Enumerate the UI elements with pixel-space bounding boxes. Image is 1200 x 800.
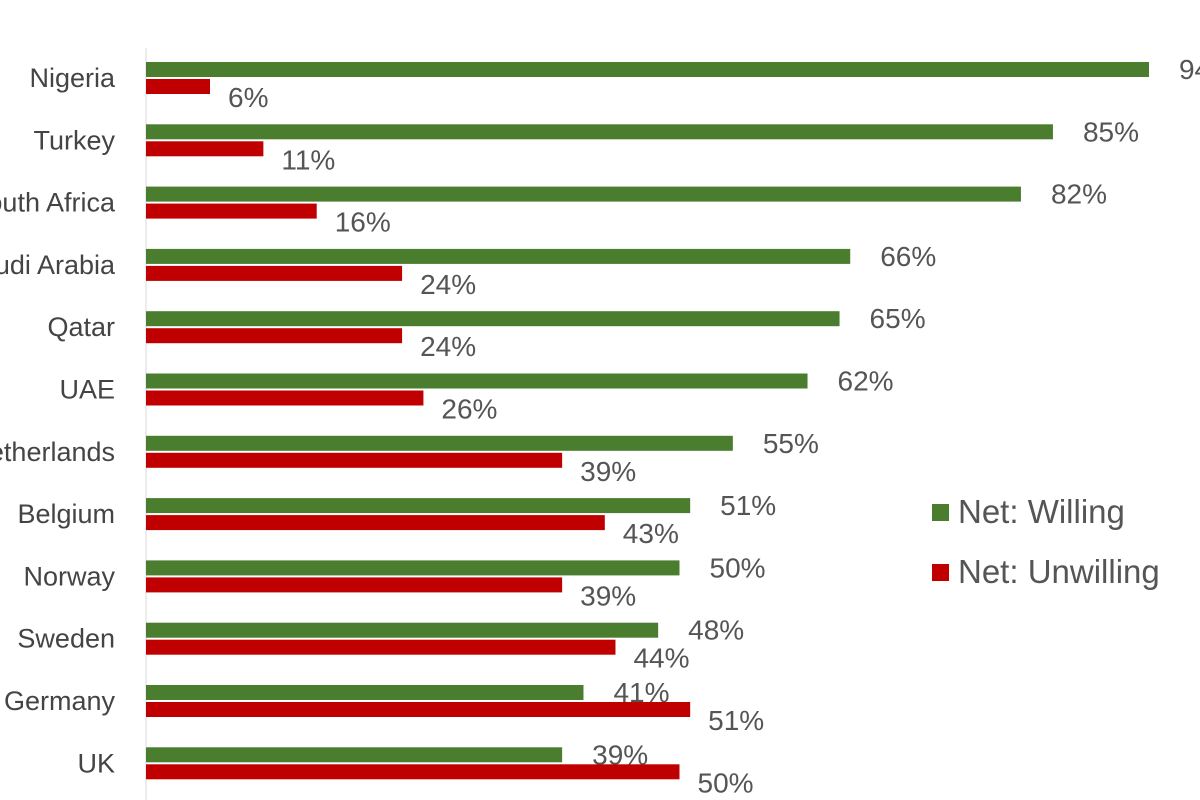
bar-unwilling <box>146 702 691 717</box>
bar-unwilling <box>146 452 563 468</box>
category-label: Qatar <box>47 312 115 342</box>
bar-willing <box>146 498 691 514</box>
bar-unwilling <box>146 141 264 157</box>
data-label-unwilling: 26% <box>441 394 497 425</box>
bar-willing <box>146 373 808 389</box>
bar-unwilling <box>146 390 424 406</box>
data-label-unwilling: 11% <box>281 144 335 175</box>
category-label: Norway <box>23 561 115 591</box>
legend-label: Net: Willing <box>958 493 1125 530</box>
bar-unwilling <box>146 203 317 219</box>
bar-unwilling <box>146 764 680 780</box>
data-label-willing: 65% <box>870 303 926 334</box>
bar-unwilling <box>146 639 616 655</box>
category-label: UAE <box>59 375 115 405</box>
bar-willing <box>146 124 1053 140</box>
data-label-willing: 85% <box>1083 116 1139 147</box>
data-label-unwilling: 6% <box>228 82 268 113</box>
data-label-unwilling: 24% <box>420 331 476 362</box>
bar-willing <box>146 747 563 763</box>
data-label-willing: 50% <box>710 552 766 583</box>
category-label: Belgium <box>17 499 115 529</box>
data-label-willing: 48% <box>688 615 744 646</box>
legend-swatch <box>932 564 949 581</box>
data-label-unwilling: 39% <box>580 580 636 611</box>
bar-willing <box>146 622 659 638</box>
bar-willing <box>146 560 680 576</box>
bar-willing <box>146 186 1021 202</box>
data-label-unwilling: 50% <box>698 767 754 798</box>
category-label: UK <box>77 748 115 778</box>
category-label: Nigeria <box>29 63 116 93</box>
bar-unwilling <box>146 79 211 94</box>
category-label: Saudi Arabia <box>0 250 116 280</box>
category-label: South Africa <box>0 188 116 218</box>
bar-willing <box>146 248 851 264</box>
bar-unwilling <box>146 265 403 281</box>
data-label-unwilling: 24% <box>420 269 476 300</box>
data-label-unwilling: 51% <box>708 705 764 736</box>
data-label-willing: 94% <box>1179 54 1200 85</box>
legend-label: Net: Unwilling <box>958 553 1160 590</box>
category-label: Sweden <box>17 624 115 654</box>
category-label: Turkey <box>33 125 115 155</box>
data-label-unwilling: 16% <box>335 207 391 238</box>
bar-unwilling <box>146 515 605 531</box>
bar-unwilling <box>146 577 563 593</box>
data-label-willing: 82% <box>1051 179 1107 210</box>
bar-willing <box>146 435 733 451</box>
data-label-willing: 66% <box>880 241 936 272</box>
data-label-willing: 62% <box>838 366 894 397</box>
data-label-willing: 51% <box>720 490 776 521</box>
data-label-willing: 55% <box>763 428 819 459</box>
bar-willing <box>146 311 840 327</box>
bar-willing <box>146 685 584 700</box>
bar-willing <box>146 62 1149 77</box>
category-label: Germany <box>4 686 116 716</box>
legend-swatch <box>932 504 949 521</box>
bar-unwilling <box>146 328 403 344</box>
data-label-unwilling: 44% <box>633 643 689 674</box>
data-label-unwilling: 39% <box>580 456 636 487</box>
category-label: Netherlands <box>0 437 115 467</box>
data-label-unwilling: 43% <box>623 518 679 549</box>
